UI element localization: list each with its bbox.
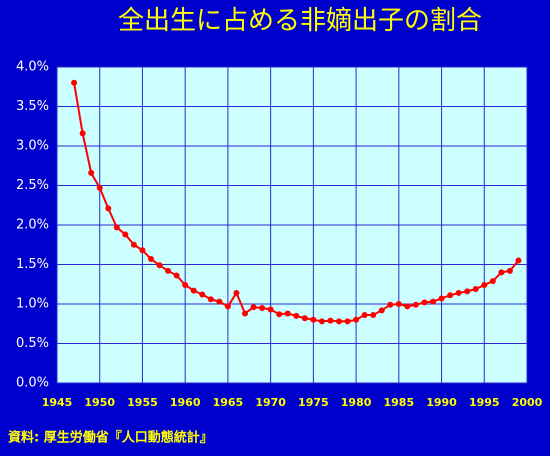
data-point [105,205,112,212]
data-point [224,303,231,310]
data-point [370,312,377,319]
y-tick-label: 3.5% [16,99,49,114]
data-point [353,316,360,323]
chart-title: 全出生に占める非嫡出子の割合 [118,6,482,36]
data-point [438,295,445,302]
data-point [506,267,513,274]
data-point [139,247,146,254]
data-point [276,311,283,318]
x-tick-label: 1970 [255,396,286,409]
y-tick-label: 3.0% [16,139,49,154]
data-point [412,301,419,308]
data-point [182,282,189,289]
data-point [395,301,402,307]
plot-border [56,66,528,384]
data-point [464,288,471,295]
x-tick-label: 1980 [341,396,372,409]
y-tick-label: 2.5% [16,178,49,193]
data-point [489,278,496,285]
data-point [96,184,103,191]
data-point [148,255,154,262]
data-point [250,304,257,311]
data-point [404,303,411,310]
data-point [447,292,454,299]
x-tick-label: 1955 [127,396,158,409]
y-tick-label: 1.0% [16,297,49,312]
x-tick-label: 1990 [426,396,457,409]
data-point [481,282,488,289]
data-point [455,289,462,296]
data-point [267,306,274,313]
data-point [207,296,214,303]
data-point [421,299,428,306]
y-tick-label: 0.5% [16,336,49,351]
data-point [173,272,180,279]
data-point [515,257,522,264]
data-point [113,224,120,231]
x-tick-label: 1950 [84,396,115,409]
data-point [498,269,505,276]
source-note: 資料: 厚生労働省『人口動態統計』 [8,430,213,446]
data-point [318,318,325,325]
data-point [242,310,248,317]
data-point [378,307,385,314]
data-point [387,301,394,308]
data-point [361,312,368,319]
data-point [430,298,436,305]
data-point [156,262,163,269]
y-tick-label: 0.0% [16,376,49,391]
y-tick-label: 4.0% [16,60,49,75]
data-point [88,169,95,176]
data-point [165,267,172,274]
data-point [284,310,291,317]
x-tick-label: 1965 [213,396,244,409]
x-tick-label: 1985 [384,396,415,409]
x-tick-label: 1960 [170,396,201,409]
data-point [472,285,479,292]
data-point [301,315,308,322]
y-tick-label: 1.5% [16,257,49,272]
data-point [190,287,197,294]
data-point [216,298,223,305]
x-tick-label: 1945 [42,396,73,409]
data-point [344,318,351,325]
data-point [122,231,129,238]
data-point [71,79,78,86]
data-point [259,304,266,311]
data-point [293,312,300,319]
data-point [79,130,86,137]
y-tick-label: 2.0% [16,218,49,233]
x-tick-label: 2000 [512,396,543,409]
data-point [130,241,137,248]
data-point [199,291,206,298]
x-tick-label: 1995 [469,396,500,409]
data-point [310,316,317,323]
data-point [336,318,342,325]
x-tick-label: 1975 [298,396,329,409]
data-point [233,289,240,296]
data-point [327,317,334,324]
